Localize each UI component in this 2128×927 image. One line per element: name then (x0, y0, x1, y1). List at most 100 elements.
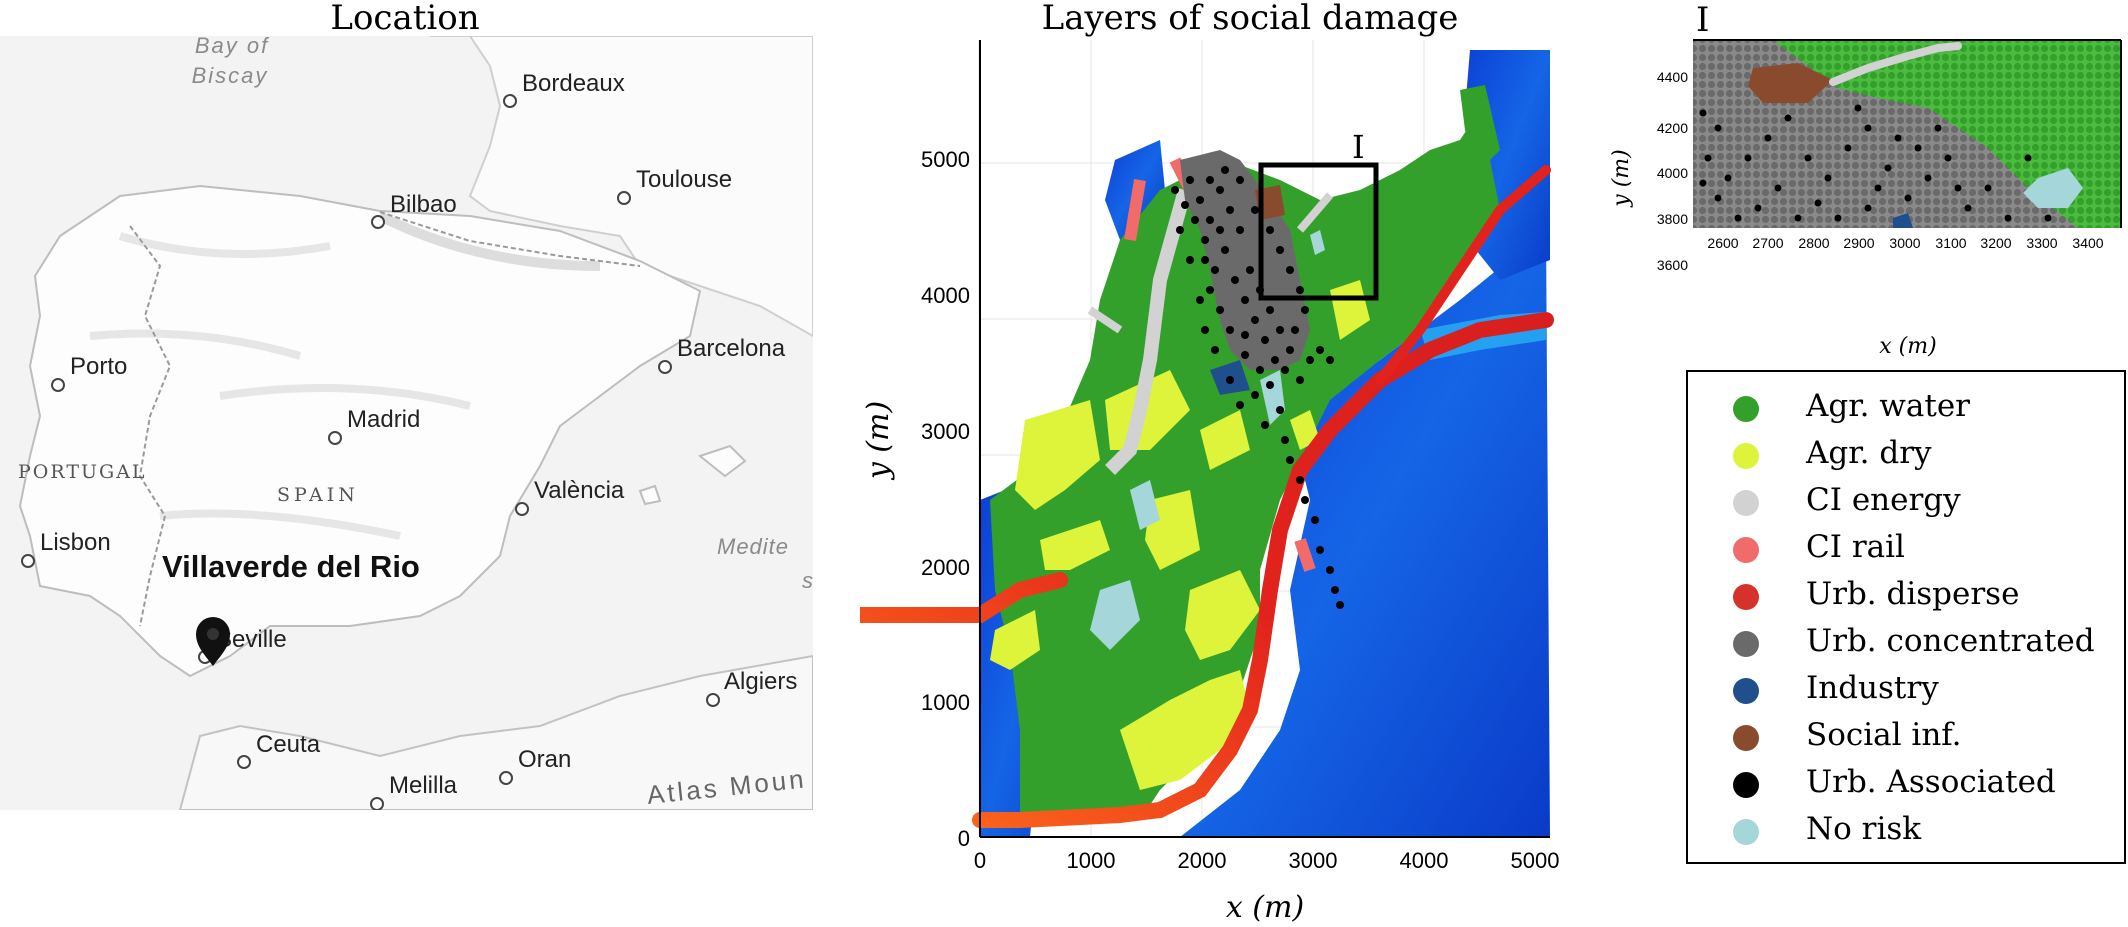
legend-label: Urb. disperse (1806, 576, 2020, 612)
inset-region-label: I (1352, 128, 1365, 166)
city-marker-valencia: València (515, 477, 625, 516)
city-label: Porto (70, 353, 127, 380)
x-tick-label: 2600 (1707, 235, 1738, 251)
x-tick-label: 3000 (1289, 848, 1338, 873)
water-east (1180, 230, 1550, 837)
location-map: Bay of Biscay Medite s PORTUGAL SPAIN At… (0, 36, 813, 810)
legend-swatch (1733, 396, 1759, 422)
legend-swatch (1733, 772, 1759, 798)
city-marker-melilla: Melilla (370, 772, 458, 810)
city-marker-madrid: Madrid (328, 406, 420, 445)
legend-item: Urb. concentrated (1688, 621, 2124, 669)
social-damage-title: Layers of social damage (1041, 0, 1459, 38)
legend-swatch (1733, 490, 1759, 516)
agr-dry-area (990, 610, 1040, 670)
x-tick-label: 5000 (1511, 848, 1560, 873)
legend-label: Urb. Associated (1806, 764, 2056, 800)
ci-energy-line (1296, 192, 1334, 233)
legend-swatch (1733, 631, 1759, 657)
x-tick-label: 2700 (1752, 235, 1783, 251)
city-marker-bilbao: Bilbao (371, 191, 457, 229)
city-label: Melilla (389, 772, 458, 799)
city-label: Ceuta (256, 731, 321, 758)
inset-y-ticks: 4400 4200 4000 3800 3600 (1657, 69, 1688, 273)
agr-water-area (1460, 85, 1500, 170)
legend-swatch (1733, 584, 1759, 610)
inset-x-ticks: 2600 2700 2800 2900 3000 3100 3200 3300 … (1707, 235, 2103, 251)
no-risk-area (1090, 580, 1140, 650)
y-tick-label: 3600 (1657, 257, 1688, 273)
inset-no-risk (2023, 168, 2083, 208)
agr-dry-area (1185, 570, 1260, 660)
legend-item: Social inf. (1688, 715, 2124, 763)
legend-item: Agr. dry (1688, 433, 2124, 481)
inset-region-box (1258, 162, 1379, 301)
y-tick-label: 1000 (921, 690, 970, 715)
inset-urban-associated-points (1699, 104, 2052, 222)
inset-ci-energy (1829, 42, 1962, 86)
x-tick-label: 3000 (1889, 235, 1920, 251)
inset-x-axis-label: x (m) (1879, 334, 1936, 359)
relief-shading (89, 232, 471, 540)
legend-label: CI rail (1806, 529, 1905, 565)
main-x-ticks: 0 1000 2000 3000 4000 5000 (974, 848, 1560, 873)
agr-dry-area (1120, 670, 1250, 790)
legend-swatch (1733, 725, 1759, 751)
water-label: Medite (717, 534, 789, 559)
legend-item: Urb. disperse (1688, 574, 2124, 622)
x-tick-label: 3400 (2072, 235, 2103, 251)
agr-dry-area (1200, 410, 1250, 470)
city-label: València (534, 477, 625, 504)
country-label-portugal: PORTUGAL (18, 461, 147, 483)
inset-plot: 2600 2700 2800 2900 3000 3100 3200 3300 … (1609, 39, 2122, 359)
x-tick-label: 2900 (1843, 235, 1874, 251)
city-label: Bilbao (390, 191, 457, 218)
x-tick-label: 2800 (1798, 235, 1829, 251)
inset-industry (1893, 213, 1913, 228)
city-marker-porto: Porto (51, 353, 127, 392)
iberia-land (18, 184, 702, 678)
city-marker-lisbon: Lisbon (21, 529, 111, 568)
water-label: s (802, 568, 813, 593)
city-label: Madrid (347, 406, 420, 433)
main-x-axis-label: x (m) (1226, 890, 1304, 925)
agr-dry-area (1040, 520, 1110, 570)
city-marker-barcelona: Barcelona (658, 335, 786, 374)
legend-label: Social inf. (1806, 717, 1962, 753)
legend-label: Industry (1806, 670, 1939, 706)
x-tick-label: 0 (974, 848, 986, 873)
no-risk-area (1130, 480, 1160, 530)
city-label: Bordeaux (522, 70, 625, 97)
y-tick-label: 5000 (921, 147, 970, 172)
water-label: Bay of (195, 36, 270, 58)
legend-swatch (1733, 819, 1759, 845)
ci-energy-line (1087, 306, 1123, 334)
y-tick-label: 3000 (921, 419, 970, 444)
water-label: Biscay (192, 63, 269, 88)
y-tick-label: 4400 (1657, 69, 1688, 85)
france-spain-border (379, 211, 641, 267)
location-title: Location (330, 0, 480, 38)
no-risk-area (1310, 230, 1325, 255)
agr-dry-area (1290, 410, 1320, 450)
agr-dry-area (1105, 370, 1190, 450)
x-tick-label: 1000 (1067, 848, 1116, 873)
location-pin-icon (196, 617, 230, 666)
legend-label: CI energy (1806, 482, 1961, 518)
agr-dry-area (1330, 280, 1370, 340)
y-tick-label: 4000 (1657, 165, 1688, 181)
inset-y-axis-label: y (m) (1609, 149, 1634, 207)
x-tick-label: 4000 (1400, 848, 1449, 873)
legend-label: Urb. concentrated (1806, 623, 2095, 659)
river-band (860, 312, 1554, 828)
x-tick-label: 3100 (1935, 235, 1966, 251)
main-y-ticks: 0 1000 2000 3000 4000 5000 (921, 147, 970, 851)
france-land (430, 36, 813, 338)
legend-item: Industry (1688, 668, 2124, 716)
portugal-spain-border (129, 225, 172, 627)
legend-label: Agr. dry (1806, 435, 1932, 471)
legend-swatch (1733, 678, 1759, 704)
y-tick-label: 0 (958, 826, 970, 851)
ci-energy-line (1105, 188, 1192, 475)
pyrenees-relief (377, 211, 601, 271)
